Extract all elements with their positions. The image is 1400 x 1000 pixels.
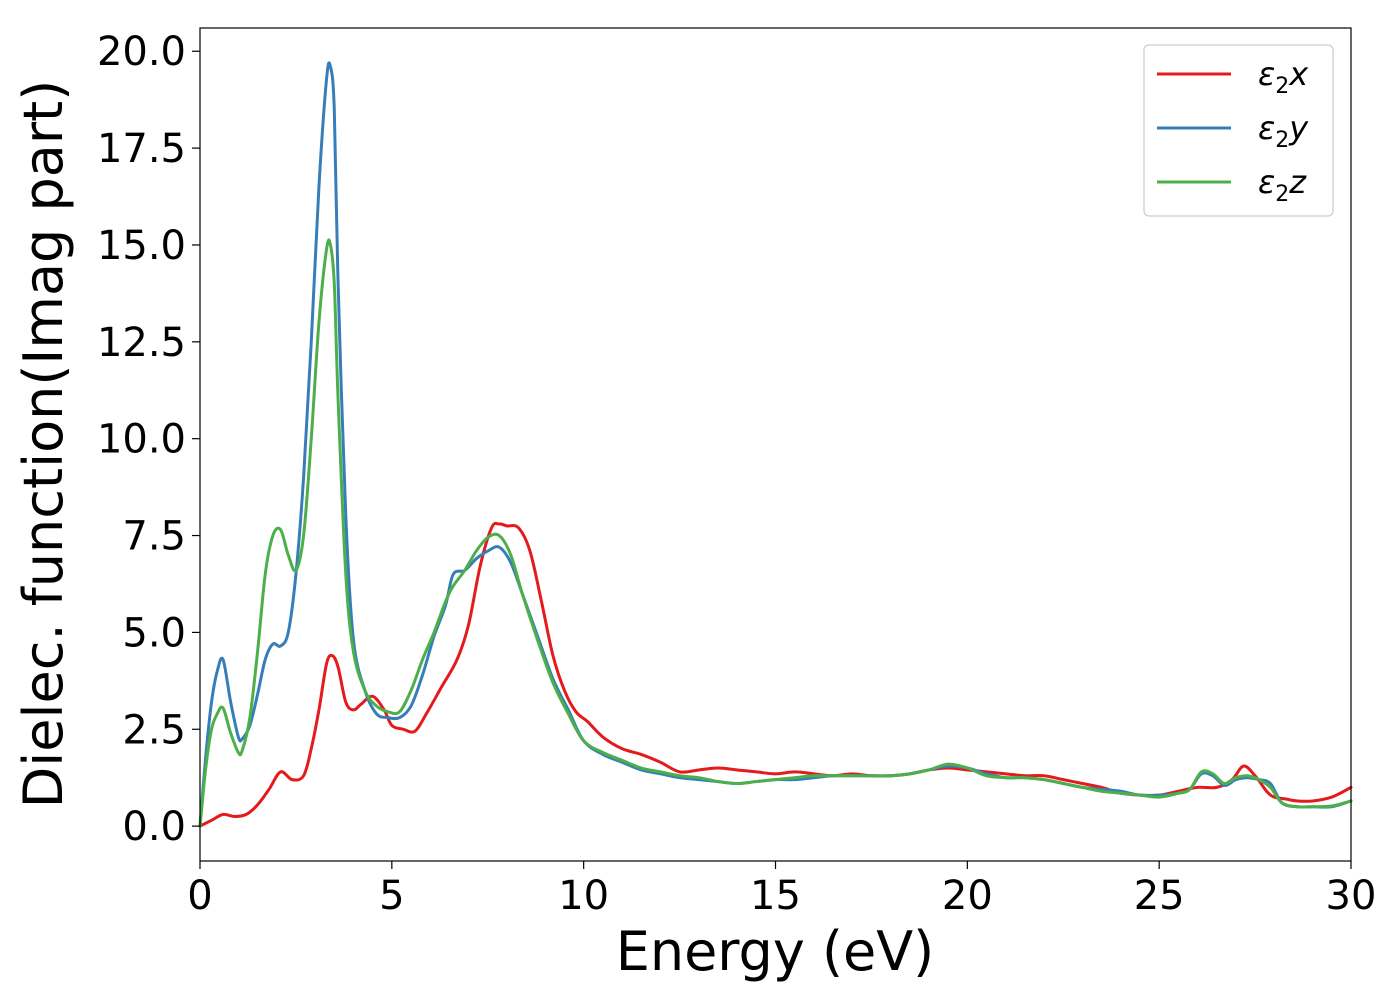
- y-tick-label: 17.5: [97, 126, 186, 172]
- y-tick-label: 5.0: [122, 610, 186, 656]
- legend-items: ε2x ε2y ε2z: [1157, 55, 1309, 207]
- y-axis-title: Dielec. function(Imag part): [12, 80, 75, 809]
- y-tick-label: 10.0: [97, 417, 186, 463]
- y-axis-ticks: 0.0 2.5 5.0 7.5 10.0 12.5 15.0 17.5 20.0: [97, 29, 200, 850]
- legend-label-z: ε2z: [1258, 163, 1307, 207]
- x-tick-label: 20: [942, 873, 993, 919]
- legend: ε2x ε2y ε2z: [1143, 44, 1334, 217]
- x-tick-label: 25: [1134, 873, 1185, 919]
- y-tick-label: 20.0: [97, 29, 186, 75]
- legend-frame: [1143, 44, 1334, 217]
- plot-lines: [198, 61, 1353, 828]
- y-tick-label: 2.5: [122, 707, 186, 753]
- y-tick-label: 7.5: [122, 514, 186, 560]
- x-axis-title: Energy (eV): [616, 920, 935, 983]
- legend-label-x: ε2x: [1258, 55, 1309, 99]
- y-tick-label: 0.0: [122, 804, 186, 850]
- x-tick-label: 15: [750, 873, 801, 919]
- x-tick-label: 10: [558, 873, 609, 919]
- x-tick-label: 0: [187, 873, 212, 919]
- y-tick-label: 15.0: [97, 223, 186, 269]
- x-axis-ticks: 0 5 10 15 20 25 30: [187, 861, 1376, 919]
- legend-label-y: ε2y: [1258, 109, 1309, 153]
- x-tick-label: 30: [1326, 873, 1377, 919]
- x-tick-label: 5: [379, 873, 404, 919]
- y-tick-label: 12.5: [97, 320, 186, 366]
- series-line-z: [198, 238, 1353, 828]
